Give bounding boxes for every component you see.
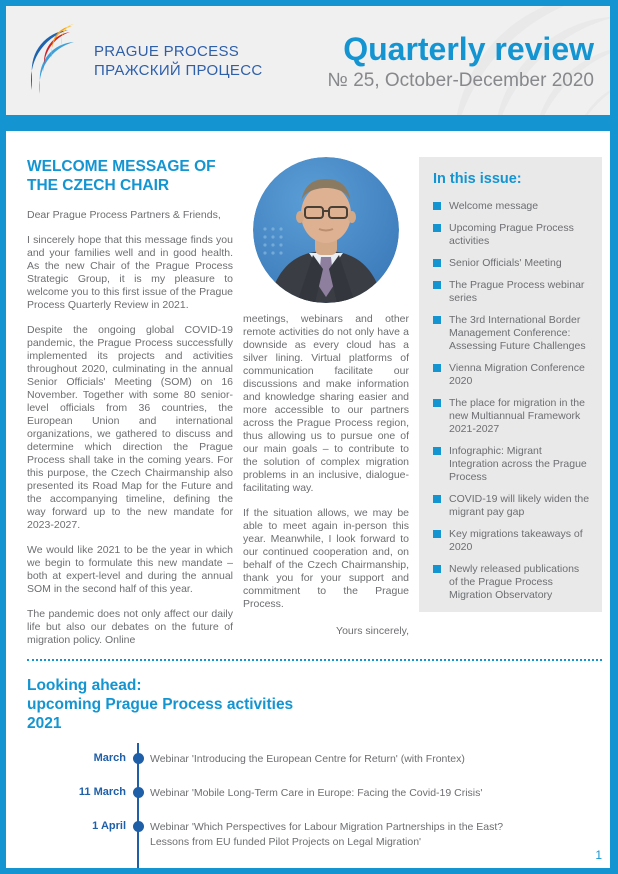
timeline-dot-icon — [132, 787, 144, 798]
toc-item: Interesting reads — [433, 611, 590, 612]
timeline-line — [137, 743, 139, 868]
timeline-event: March Webinar 'Introducing the European … — [42, 751, 610, 767]
welcome-left-column: WELCOME MESSAGE OF THE CZECH CHAIR Dear P… — [27, 157, 233, 645]
square-bullet-icon — [433, 202, 441, 210]
square-bullet-icon — [433, 399, 441, 407]
toc-item: Key migrations takeaways of 2020 — [433, 528, 590, 554]
newsletter-title: Quarterly review — [343, 31, 594, 67]
table-of-contents: Welcome message Upcoming Prague Process … — [433, 200, 590, 612]
issue-number: № 25, October-December 2020 — [327, 70, 594, 91]
toc-item: Infographic: Migrant Integration across … — [433, 445, 590, 484]
dotted-separator — [27, 659, 602, 661]
logo-wordmark: PRAGUE PROCESS ПРАЖСКИЙ ПРОЦЕСС — [94, 42, 262, 80]
welcome-paragraph: We would like 2021 to be the year in whi… — [27, 544, 233, 595]
square-bullet-icon — [433, 495, 441, 503]
timeline-dot-icon — [132, 753, 144, 764]
toc-item: Welcome message — [433, 200, 590, 213]
square-bullet-icon — [433, 259, 441, 267]
event-description: Webinar 'Mobile Long-Term Care in Europe… — [150, 787, 483, 799]
logo-line-en: PRAGUE PROCESS — [94, 43, 240, 60]
toc-item: Vienna Migration Conference 2020 — [433, 362, 590, 388]
toc-item: The 3rd International Border Management … — [433, 314, 590, 353]
header: PRAGUE PROCESS ПРАЖСКИЙ ПРОЦЕСС Quarterl… — [6, 6, 610, 115]
square-bullet-icon — [433, 447, 441, 455]
welcome-paragraph: If the situation allows, we may be able … — [243, 507, 409, 610]
looking-ahead-heading: Looking ahead: upcoming Prague Process ac… — [27, 677, 294, 732]
welcome-middle-column: meetings, webinars and other remote acti… — [243, 157, 409, 645]
square-bullet-icon — [433, 281, 441, 289]
square-bullet-icon — [433, 364, 441, 372]
square-bullet-icon — [433, 565, 441, 573]
timeline-event: 1 April Webinar 'Which Perspectives for … — [42, 819, 610, 850]
page-number: 1 — [595, 848, 602, 862]
welcome-paragraph: The pandemic does not only affect our da… — [27, 608, 233, 645]
prague-process-swoosh-icon — [30, 24, 74, 94]
toc-item: Newly released publications of the Pragu… — [433, 563, 590, 602]
toc-item: Upcoming Prague Process activities — [433, 222, 590, 248]
welcome-paragraph: I sincerely hope that this message finds… — [27, 234, 233, 311]
in-this-issue-panel: In this issue: Welcome message Upcoming … — [419, 157, 602, 612]
signature-closing: Yours sincerely, — [336, 625, 409, 637]
toc-item: The place for migration in the new Multi… — [433, 397, 590, 436]
welcome-paragraph: meetings, webinars and other remote acti… — [243, 313, 409, 494]
events-timeline: March Webinar 'Introducing the European … — [42, 743, 610, 868]
square-bullet-icon — [433, 316, 441, 324]
logo-line-ru: ПРАЖСКИЙ ПРОЦЕСС — [94, 62, 263, 79]
welcome-paragraph: Despite the ongoing global COVID-19 pand… — [27, 324, 233, 531]
in-this-issue-heading: In this issue: — [433, 171, 522, 187]
masthead: Quarterly review № 25, October-December … — [328, 32, 594, 92]
looking-ahead-section: Looking ahead: upcoming Prague Process ac… — [27, 676, 610, 868]
header-divider-bar — [6, 115, 610, 131]
square-bullet-icon — [433, 224, 441, 232]
prague-process-logo: PRAGUE PROCESS ПРАЖСКИЙ ПРОЦЕСС — [28, 24, 262, 98]
welcome-section: WELCOME MESSAGE OF THE CZECH CHAIR Dear P… — [6, 131, 610, 645]
event-date: March — [93, 752, 126, 764]
toc-item: The Prague Process webinar series — [433, 279, 590, 305]
event-description: Webinar 'Which Perspectives for Labour M… — [150, 821, 504, 848]
globe-swoosh-watermark-icon — [456, 6, 610, 115]
chair-portrait-photo — [253, 157, 399, 303]
event-date: 1 April — [92, 820, 126, 832]
event-date: 11 March — [78, 786, 126, 798]
welcome-paragraph: Dear Prague Process Partners & Friends, — [27, 209, 221, 221]
timeline-dot-icon — [132, 821, 144, 832]
event-description: Webinar 'Introducing the European Centre… — [150, 753, 465, 765]
welcome-heading: WELCOME MESSAGE OF THE CZECH CHAIR — [27, 158, 216, 194]
square-bullet-icon — [433, 530, 441, 538]
timeline-event: 11 March Webinar 'Mobile Long-Term Care … — [42, 785, 610, 801]
toc-item: Senior Officials' Meeting — [433, 257, 590, 270]
toc-item: COVID-19 will likely widen the migrant p… — [433, 493, 590, 519]
